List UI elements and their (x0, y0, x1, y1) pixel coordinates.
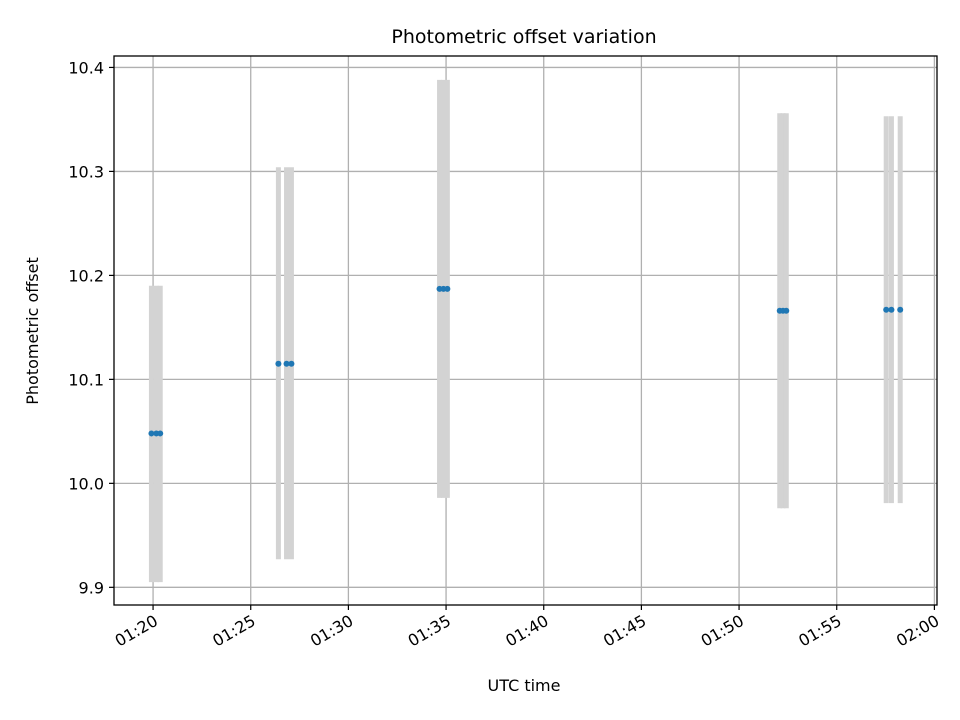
plot-frame (113, 55, 938, 606)
x-tick-label: 01:35 (405, 611, 454, 651)
x-tick-label: 01:45 (600, 611, 649, 651)
grid (114, 56, 937, 605)
data-point (888, 306, 895, 313)
data-points (148, 285, 904, 437)
data-point (883, 306, 890, 313)
data-point (444, 285, 451, 292)
data-point (783, 307, 790, 314)
y-tick-label: 10.2 (68, 266, 104, 285)
y-tick-label: 10.0 (68, 474, 104, 493)
x-tick-label: 01:40 (502, 611, 551, 651)
data-point (288, 360, 295, 367)
x-axis-title: UTC time (488, 676, 561, 695)
y-tick-label: 10.1 (68, 370, 104, 389)
data-point (275, 360, 282, 367)
chart-title: Photometric offset variation (391, 26, 656, 48)
y-tick-label: 10.3 (68, 162, 104, 181)
data-point (283, 360, 290, 367)
x-axis: 01:20 01:25 01:30 01:35 01:40 01:45 01:50 01:55… (112, 605, 942, 651)
x-tick-label: 02:00 (893, 611, 942, 651)
y-axis: 9.9 10.0 10.1 10.2 10.3 10.4 (68, 58, 114, 597)
y-tick-label: 10.4 (68, 58, 104, 77)
y-axis-title: Photometric offset (23, 257, 42, 405)
x-tick-label: 01:25 (209, 611, 258, 651)
x-tick-label: 01:20 (112, 611, 161, 651)
data-point (148, 430, 155, 437)
data-point (897, 306, 904, 313)
data-point (157, 430, 164, 437)
x-tick-label: 01:50 (698, 611, 747, 651)
x-tick-label: 01:55 (795, 611, 844, 651)
y-tick-label: 9.9 (79, 578, 104, 597)
x-tick-label: 01:30 (307, 611, 356, 651)
error-bars (148, 79, 903, 583)
